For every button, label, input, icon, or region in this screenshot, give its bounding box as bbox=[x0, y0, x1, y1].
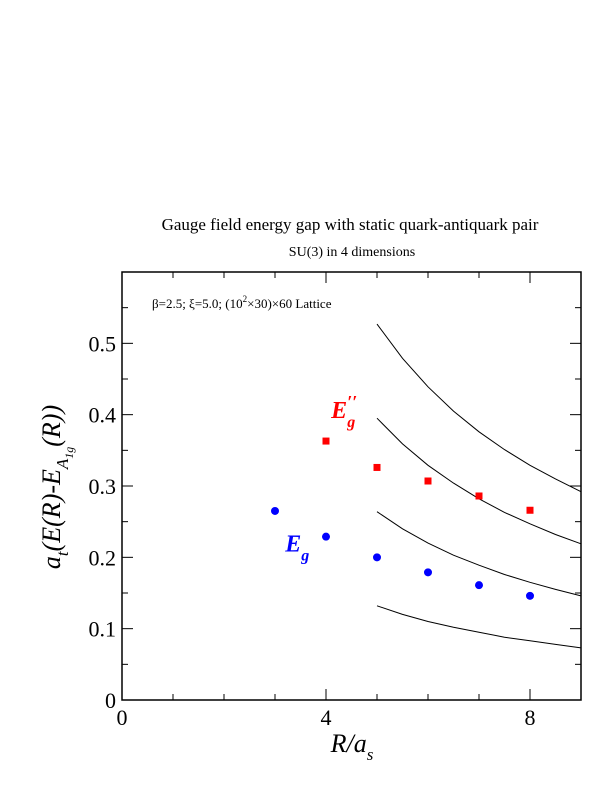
y-tick-label: 0.1 bbox=[89, 617, 117, 642]
series-label-eg: Eg bbox=[284, 532, 309, 565]
lattice-annotation: β=2.5; ξ=5.0; (102×30)×60 Lattice bbox=[152, 294, 332, 311]
data-point-eg bbox=[271, 506, 279, 515]
tick-group: 0 4 8 0 0.1 0.2 0.3 0.4 0.5 bbox=[89, 271, 582, 730]
x-tick-label: 4 bbox=[321, 705, 332, 730]
y-tick-label: 0.5 bbox=[89, 331, 117, 356]
reference-curve-2 bbox=[376, 511, 582, 597]
plot-frame bbox=[121, 271, 582, 701]
data-point-egpp bbox=[322, 437, 330, 445]
data-point-eg bbox=[526, 591, 534, 600]
y-tick-label: 0.2 bbox=[89, 545, 117, 570]
data-point-eg bbox=[322, 532, 330, 541]
x-tick-label: 8 bbox=[525, 705, 536, 730]
chart-title: Gauge field energy gap with static quark… bbox=[162, 215, 539, 234]
x-tick-label: 0 bbox=[117, 705, 128, 730]
y-tick-label: 0.4 bbox=[89, 403, 117, 428]
reference-curve-1 bbox=[376, 605, 582, 649]
reference-curve-3 bbox=[376, 417, 582, 545]
reference-curve-4 bbox=[376, 323, 582, 493]
series-label-egpp: E′′ g bbox=[330, 392, 357, 431]
data-point-eg bbox=[373, 553, 381, 562]
point-group bbox=[271, 437, 534, 600]
x-axis-label: R/as bbox=[330, 729, 374, 764]
curve-group bbox=[376, 323, 582, 649]
chart-subtitle: SU(3) in 4 dimensions bbox=[289, 245, 415, 260]
data-point-egpp bbox=[373, 463, 381, 471]
y-tick-label: 0.3 bbox=[89, 474, 117, 499]
data-point-egpp bbox=[424, 477, 432, 485]
y-axis-label: at(E(R)-EA1g(R)) bbox=[37, 405, 76, 569]
y-tick-label: 0 bbox=[105, 688, 116, 713]
data-point-eg bbox=[424, 568, 432, 577]
data-point-eg bbox=[475, 581, 483, 590]
series-label-group: Eg E′′ g bbox=[284, 392, 357, 564]
data-point-egpp bbox=[526, 506, 534, 514]
data-point-egpp bbox=[475, 492, 483, 500]
